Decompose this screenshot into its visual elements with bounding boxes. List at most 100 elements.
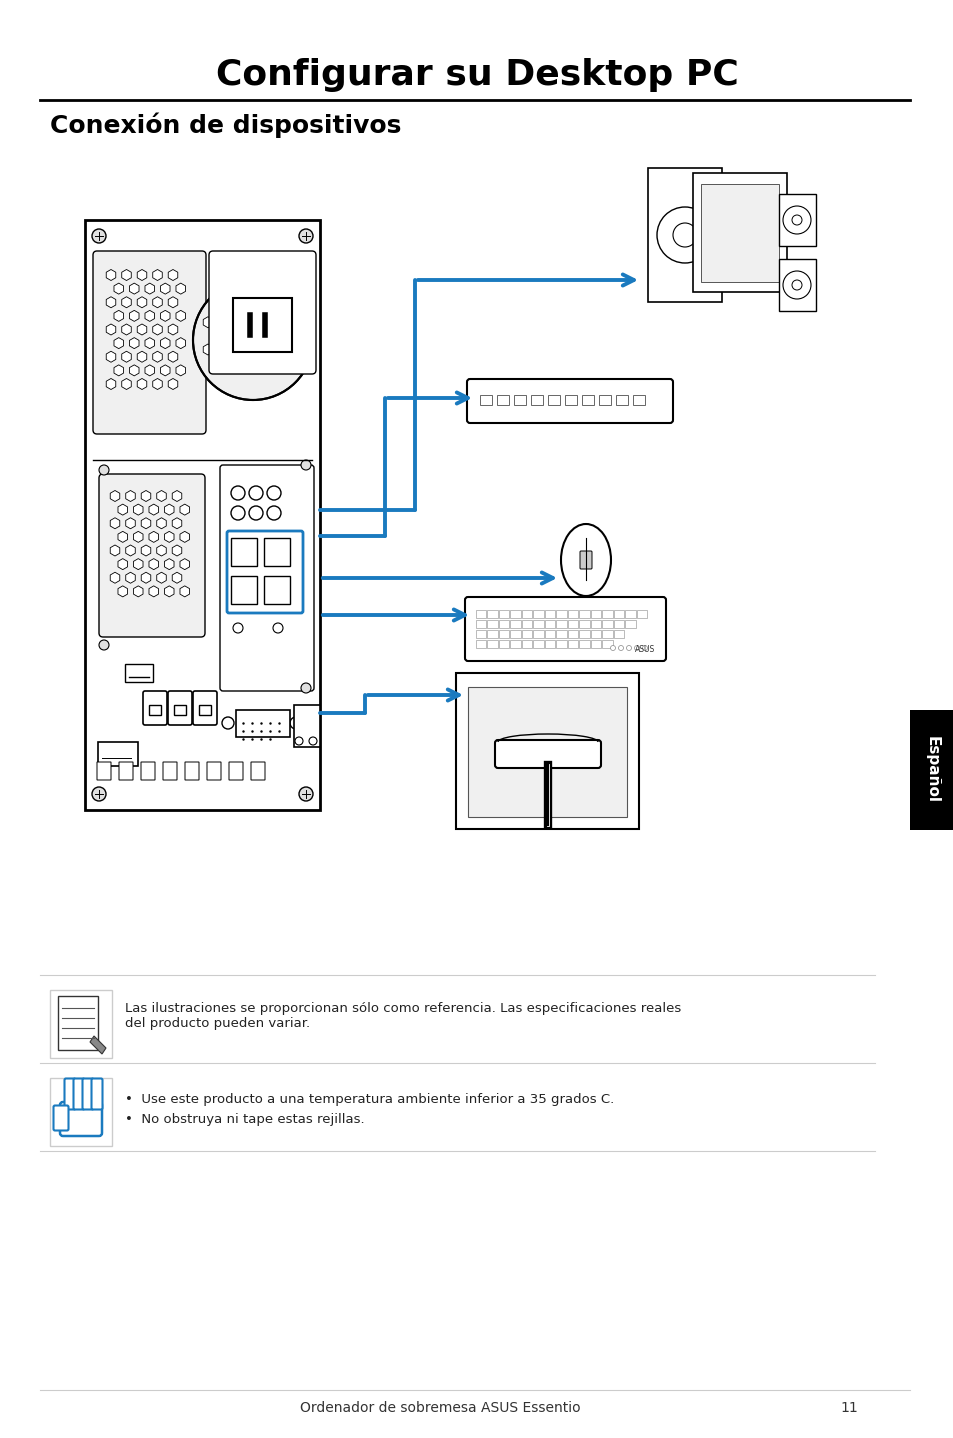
Polygon shape <box>90 1035 106 1054</box>
Polygon shape <box>156 518 166 529</box>
FancyBboxPatch shape <box>149 705 161 715</box>
Polygon shape <box>160 283 170 295</box>
Polygon shape <box>168 296 177 308</box>
FancyBboxPatch shape <box>464 597 665 661</box>
FancyBboxPatch shape <box>468 687 626 817</box>
Polygon shape <box>164 532 173 542</box>
FancyBboxPatch shape <box>533 640 543 649</box>
FancyBboxPatch shape <box>564 395 577 406</box>
Polygon shape <box>126 518 135 529</box>
FancyBboxPatch shape <box>616 395 627 406</box>
FancyBboxPatch shape <box>779 259 815 311</box>
Polygon shape <box>257 358 267 368</box>
FancyBboxPatch shape <box>60 1102 102 1136</box>
Polygon shape <box>273 303 282 313</box>
FancyBboxPatch shape <box>82 1078 93 1110</box>
Polygon shape <box>149 505 158 515</box>
Polygon shape <box>122 296 132 308</box>
Text: •  Use este producto a una temperatura ambiente inferior a 35 grados C.: • Use este producto a una temperatura am… <box>125 1093 614 1106</box>
Polygon shape <box>133 558 143 569</box>
Polygon shape <box>145 365 154 375</box>
Text: Las ilustraciones se proporcionan sólo como referencia. Las especificaciones rea: Las ilustraciones se proporcionan sólo c… <box>125 1002 680 1030</box>
Circle shape <box>233 623 243 633</box>
Circle shape <box>791 216 801 224</box>
FancyBboxPatch shape <box>65 1078 75 1110</box>
Polygon shape <box>160 311 170 321</box>
Polygon shape <box>118 558 128 569</box>
FancyBboxPatch shape <box>119 762 132 779</box>
Polygon shape <box>137 296 147 308</box>
Circle shape <box>641 646 647 650</box>
Polygon shape <box>122 378 132 390</box>
Polygon shape <box>203 316 213 328</box>
FancyBboxPatch shape <box>556 630 566 638</box>
Text: 11: 11 <box>840 1401 857 1415</box>
Polygon shape <box>242 303 252 313</box>
Polygon shape <box>226 303 235 313</box>
FancyBboxPatch shape <box>533 610 543 618</box>
Polygon shape <box>122 269 132 280</box>
Circle shape <box>618 646 623 650</box>
Polygon shape <box>168 269 177 280</box>
Circle shape <box>782 270 810 299</box>
FancyBboxPatch shape <box>487 620 497 628</box>
FancyBboxPatch shape <box>533 630 543 638</box>
Polygon shape <box>113 283 123 295</box>
FancyBboxPatch shape <box>498 620 509 628</box>
Polygon shape <box>234 289 244 301</box>
Polygon shape <box>180 585 190 597</box>
Polygon shape <box>137 269 147 280</box>
FancyBboxPatch shape <box>476 610 486 618</box>
Polygon shape <box>145 283 154 295</box>
Polygon shape <box>242 358 252 368</box>
FancyBboxPatch shape <box>50 989 112 1058</box>
FancyBboxPatch shape <box>601 630 612 638</box>
FancyBboxPatch shape <box>456 673 639 828</box>
FancyBboxPatch shape <box>168 692 192 725</box>
FancyBboxPatch shape <box>498 630 509 638</box>
Text: Español: Español <box>923 736 939 804</box>
Polygon shape <box>106 269 115 280</box>
FancyBboxPatch shape <box>510 610 520 618</box>
FancyBboxPatch shape <box>633 395 644 406</box>
Polygon shape <box>113 365 123 375</box>
FancyBboxPatch shape <box>510 620 520 628</box>
FancyBboxPatch shape <box>487 630 497 638</box>
Circle shape <box>791 280 801 290</box>
FancyBboxPatch shape <box>578 630 589 638</box>
FancyBboxPatch shape <box>220 464 314 692</box>
Polygon shape <box>265 344 274 355</box>
FancyBboxPatch shape <box>624 620 635 628</box>
Polygon shape <box>149 585 158 597</box>
FancyBboxPatch shape <box>497 395 509 406</box>
Polygon shape <box>106 324 115 335</box>
FancyBboxPatch shape <box>567 610 578 618</box>
Polygon shape <box>118 505 128 515</box>
Text: •  No obstruya ni tape estas rejillas.: • No obstruya ni tape estas rejillas. <box>125 1113 364 1126</box>
FancyBboxPatch shape <box>692 173 786 292</box>
Polygon shape <box>106 351 115 362</box>
Polygon shape <box>288 331 297 341</box>
Polygon shape <box>106 378 115 390</box>
Polygon shape <box>250 344 259 355</box>
FancyBboxPatch shape <box>636 610 647 618</box>
FancyBboxPatch shape <box>510 630 520 638</box>
Polygon shape <box>118 532 128 542</box>
Polygon shape <box>141 545 151 557</box>
Circle shape <box>298 229 313 243</box>
Polygon shape <box>126 572 135 584</box>
FancyBboxPatch shape <box>479 395 492 406</box>
Polygon shape <box>156 545 166 557</box>
FancyBboxPatch shape <box>185 762 199 779</box>
Polygon shape <box>168 351 177 362</box>
FancyBboxPatch shape <box>567 640 578 649</box>
Polygon shape <box>250 316 259 328</box>
FancyBboxPatch shape <box>173 705 186 715</box>
FancyBboxPatch shape <box>578 620 589 628</box>
Polygon shape <box>180 505 190 515</box>
FancyBboxPatch shape <box>601 620 612 628</box>
Polygon shape <box>137 324 147 335</box>
FancyBboxPatch shape <box>581 395 594 406</box>
FancyBboxPatch shape <box>209 252 315 374</box>
Polygon shape <box>149 532 158 542</box>
